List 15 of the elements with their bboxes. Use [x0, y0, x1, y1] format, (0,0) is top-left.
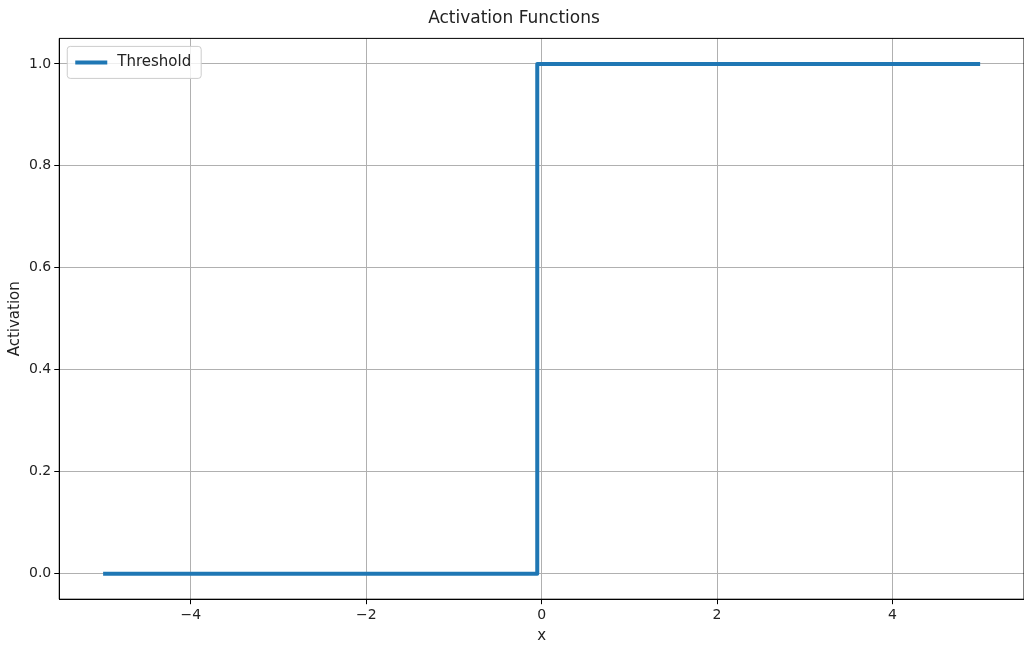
- chart-title: Activation Functions: [428, 6, 600, 27]
- legend-label: Threshold: [116, 52, 192, 71]
- x-tick-label: 0: [537, 606, 547, 623]
- y-tick-label: 0.0: [29, 564, 52, 581]
- y-axis-title: Activation: [4, 281, 23, 357]
- x-tick-label: 4: [887, 606, 897, 623]
- x-axis-title: x: [537, 625, 547, 644]
- x-tick-label: −2: [355, 606, 377, 623]
- y-tick-label: 1.0: [29, 54, 52, 71]
- x-tick-label: 2: [712, 606, 722, 623]
- y-tick-label: 0.8: [29, 156, 52, 173]
- y-tick-label: 0.4: [29, 360, 52, 377]
- y-tick-label: 0.6: [29, 258, 52, 275]
- x-tick-label: −4: [180, 606, 202, 623]
- y-tick-label: 0.2: [29, 462, 52, 479]
